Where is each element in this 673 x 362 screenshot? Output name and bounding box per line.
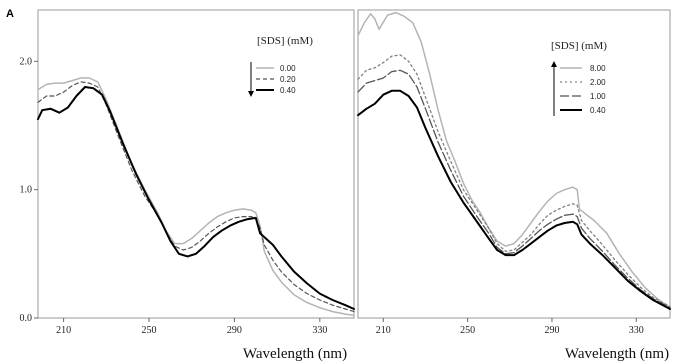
series-line-0-20: [37, 81, 355, 313]
x-tick-label: 250: [460, 325, 475, 336]
panel-letter: A: [6, 8, 14, 20]
legend-arrow-head-icon: [248, 91, 254, 97]
y-tick-label: 0.0: [20, 313, 33, 324]
series-line-0-40: [357, 89, 671, 310]
legend-entry-label: 0.20: [280, 75, 296, 84]
legend-entry-label: 2.00: [590, 78, 606, 87]
x-tick-label: 330: [629, 325, 644, 336]
series-line-0-00: [37, 77, 355, 317]
right-chart: 210 250 290 330 Wavelength (nm) [SDS] (mM) 8.0…: [357, 9, 671, 362]
x-tick-label: 210: [376, 325, 391, 336]
plot-frame: [357, 9, 671, 319]
y-tick-label: 1.0: [20, 185, 33, 196]
x-tick-label: 290: [544, 325, 559, 336]
left-chart: 210 250 290 330 0.0 1.0 2.0 Wavelength (nm) [SDS…: [20, 9, 355, 362]
x-axis-label: Wavelength (nm): [243, 346, 347, 362]
legend-entry-label: 8.00: [590, 64, 606, 73]
legend-title: [SDS] (mM): [551, 40, 607, 52]
series-line-8-00: [357, 11, 671, 309]
x-tick-label: 330: [312, 325, 327, 336]
plot-frame: [37, 9, 355, 319]
legend-entry-label: 0.00: [280, 64, 296, 73]
legend-title: [SDS] (mM): [257, 35, 313, 47]
legend-entry-label: 1.00: [590, 92, 606, 101]
legend-entry-label: 0.40: [280, 86, 296, 95]
x-axis-label: Wavelength (nm): [565, 346, 669, 362]
legend-entry-label: 0.40: [590, 106, 606, 115]
series-line-1-00: [357, 69, 671, 309]
series-line-2-00: [357, 54, 671, 308]
legend-arrow-head-icon: [551, 61, 557, 67]
x-tick-label: 210: [56, 325, 71, 336]
series-line-0-40: [37, 86, 355, 310]
x-tick-label: 250: [142, 325, 157, 336]
y-tick-label: 2.0: [20, 56, 33, 67]
x-tick-label: 290: [227, 325, 242, 336]
